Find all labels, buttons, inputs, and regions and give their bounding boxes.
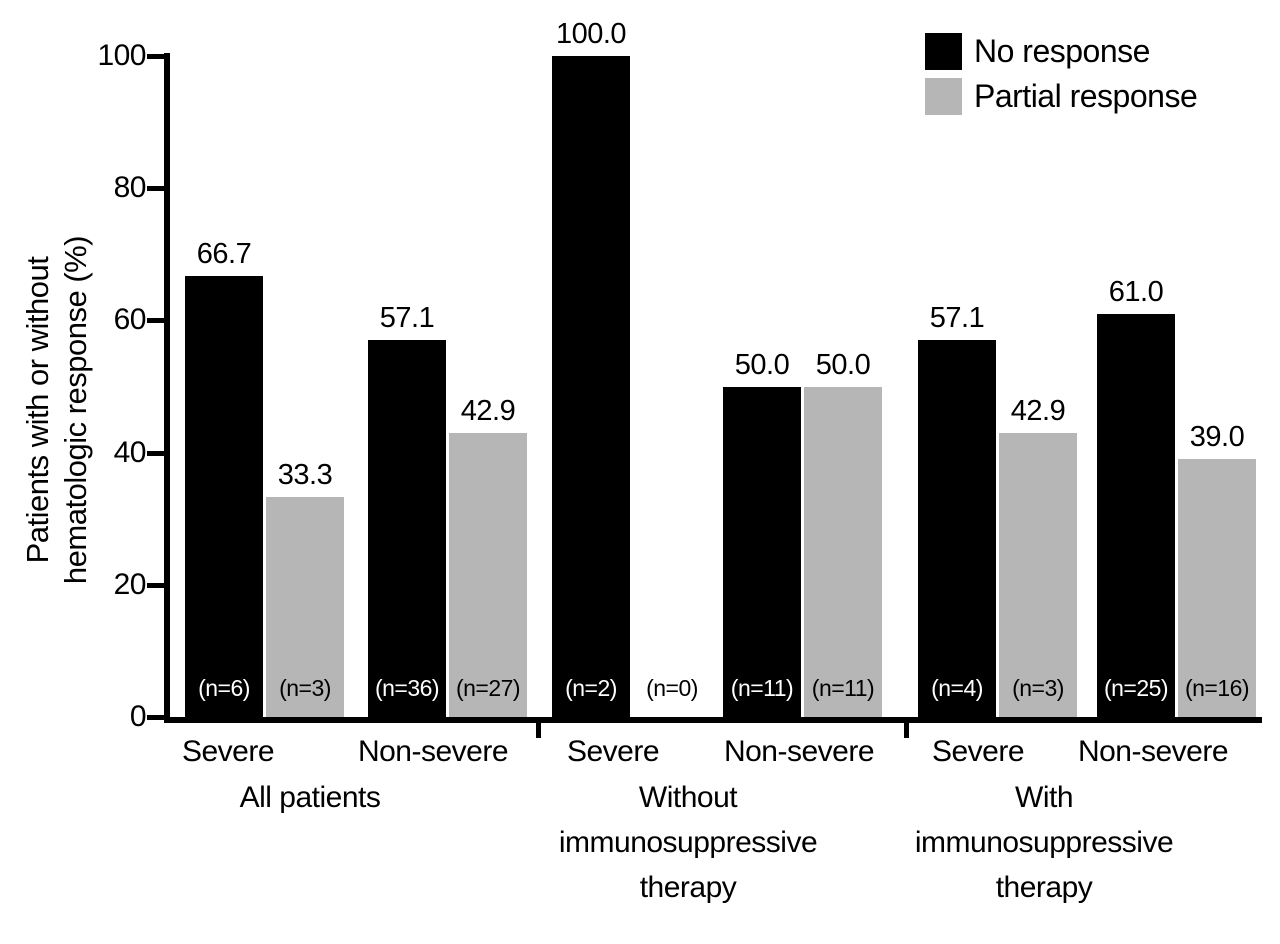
y-tick [147, 54, 164, 59]
legend-row-no-response: No response [925, 33, 1197, 70]
x-tick-label: Severe [181, 735, 275, 768]
bar-partial-response [266, 496, 344, 717]
bar-no-response [1097, 313, 1175, 717]
x-group-label-line: immunosuppressive [558, 826, 818, 859]
x-group-label-line: All patients [239, 781, 381, 814]
y-tick-label: 80 [113, 171, 147, 205]
bar-n-label: (n=2) [565, 675, 617, 701]
x-group-label-line: Without [638, 781, 738, 814]
y-axis-line [164, 53, 170, 723]
y-tick [147, 582, 164, 588]
legend-swatch-partial-response [925, 78, 962, 115]
bar-n-label: (n=11) [811, 675, 875, 701]
bar-n-label: (n=16) [1184, 675, 1250, 701]
x-group-label-line: therapy [639, 871, 737, 904]
x-tick-label: Non-severe [723, 735, 875, 768]
bar-partial-response [1178, 459, 1256, 717]
x-tick-label: Non-severe [357, 735, 509, 768]
bar-n-label: (n=36) [374, 675, 440, 701]
legend-swatch-no-response [925, 33, 962, 70]
bar-value-label: 57.1 [929, 301, 985, 334]
legend-label-no-response: No response [974, 33, 1150, 69]
y-tick [147, 186, 164, 192]
bar-n-label: (n=11) [730, 675, 794, 701]
bar-n-label: (n=6) [198, 675, 250, 701]
bar-value-label: 33.3 [277, 458, 333, 491]
y-tick-label: 100 [97, 39, 146, 72]
x-tick-label: Non-severe [1077, 735, 1229, 768]
bar-value-label: 50.0 [815, 348, 871, 381]
x-tick-label: Severe [566, 735, 660, 768]
legend-label-partial-response: Partial response [974, 78, 1198, 114]
legend: No response Partial response [925, 33, 1198, 123]
bar-partial-response [804, 386, 882, 717]
bar-partial-response [999, 433, 1077, 717]
bar-no-response [918, 339, 996, 717]
bar-n-label: (n=27) [455, 675, 521, 701]
x-tick-label: Severe [931, 735, 1025, 768]
bar-value-label: 42.9 [1010, 395, 1066, 428]
y-tick-label: 60 [113, 303, 147, 337]
x-group-divider-tick [904, 723, 909, 738]
bar-no-response [185, 276, 263, 717]
bar-value-label: 42.9 [460, 395, 516, 428]
y-tick [147, 450, 164, 456]
y-tick-label: 20 [113, 567, 147, 601]
x-axis-line [164, 717, 1262, 723]
bar-no-response [552, 56, 630, 717]
y-tick [147, 715, 164, 720]
bar-value-label: 50.0 [734, 348, 790, 381]
bar-value-label: 66.7 [196, 238, 252, 271]
bar-value-label: 100.0 [555, 18, 627, 50]
legend-row-partial-response: Partial response [925, 78, 1198, 115]
x-group-divider-tick [536, 723, 541, 738]
bar-value-label: 57.1 [379, 301, 435, 334]
x-group-label-line: immunosuppressive [914, 826, 1174, 859]
y-tick-label: 40 [113, 435, 147, 469]
x-group-label-line: With [1015, 781, 1074, 814]
bar-n-label: (n=3) [1012, 675, 1064, 701]
bar-n-label: (n=3) [279, 675, 331, 701]
bar-value-label: 39.0 [1189, 421, 1245, 454]
bar-n-label: (n=25) [1103, 675, 1169, 701]
bar-n-label: (n=4) [931, 675, 983, 701]
bar-value-label: 61.0 [1108, 275, 1164, 308]
bar-no-response [368, 339, 446, 717]
x-group-label-line: therapy [995, 871, 1093, 904]
bar-no-response [723, 386, 801, 717]
y-tick [147, 318, 164, 324]
bar-partial-response [449, 433, 527, 717]
y-tick-label: 0 [129, 700, 147, 733]
bar-n-label: (n=0) [646, 675, 698, 701]
